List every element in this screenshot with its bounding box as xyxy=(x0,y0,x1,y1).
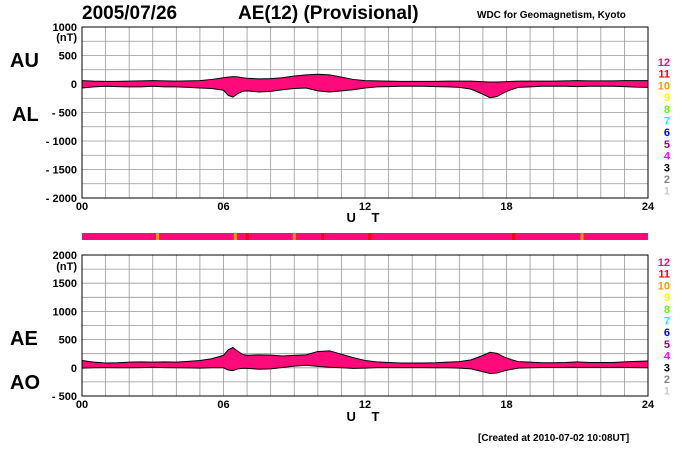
quality-bar-mark xyxy=(512,233,516,240)
level-legend-label: 10 xyxy=(658,80,670,92)
quality-bar-mark xyxy=(245,233,249,240)
x-axis-label: U T xyxy=(347,210,386,225)
level-legend-label: 1 xyxy=(664,386,670,398)
level-legend-label: 10 xyxy=(658,280,670,292)
level-legend-label: 1 xyxy=(664,186,670,198)
x-tick-label: 00 xyxy=(76,201,88,213)
x-axis-label: U T xyxy=(347,409,386,424)
level-legend-label: 6 xyxy=(664,127,670,139)
series-line-ae xyxy=(81,346,649,364)
quality-bar-mark xyxy=(321,233,325,240)
level-legend-label: 9 xyxy=(664,92,670,104)
plot-frame xyxy=(81,254,649,397)
level-legend-label: 12 xyxy=(658,57,670,69)
x-tick-label: 24 xyxy=(642,201,655,213)
quality-bar-mark xyxy=(292,233,296,240)
level-legend-label: 7 xyxy=(664,316,670,328)
source-label: WDC for Geomagnetism, Kyoto xyxy=(477,10,626,21)
y-tick-label: - 500 xyxy=(52,391,77,403)
date-title: 2005/07/26 xyxy=(82,3,178,24)
x-tick-label: 18 xyxy=(500,201,512,213)
plot-frame xyxy=(81,26,649,199)
level-legend-label: 2 xyxy=(664,174,670,186)
y-tick-label: 1000 xyxy=(53,306,77,318)
level-legend-label: 11 xyxy=(658,269,670,281)
side-label-al: AL xyxy=(12,104,39,126)
x-tick-label: 24 xyxy=(642,399,655,411)
series-line-ao xyxy=(81,364,649,374)
side-label-ao: AO xyxy=(10,372,40,394)
y-tick-label: - 2000 xyxy=(46,193,77,205)
y-tick-label: 500 xyxy=(59,51,77,63)
data-quality-bar xyxy=(82,233,648,240)
quality-bar-base xyxy=(82,233,648,240)
y-tick-label: 1000 xyxy=(53,22,77,34)
level-legend-label: 8 xyxy=(664,304,670,316)
level-legend-label: 9 xyxy=(664,292,670,304)
level-legend-label: 5 xyxy=(664,139,670,151)
level-legend-label: 3 xyxy=(664,362,670,374)
level-legend-label: 6 xyxy=(664,327,670,339)
level-legend-label: 2 xyxy=(664,374,670,386)
level-legend-label: 8 xyxy=(664,104,670,116)
area-fill xyxy=(82,74,648,98)
y-tick-label: - 1000 xyxy=(46,136,77,148)
side-label-ae: AE xyxy=(10,328,38,350)
x-tick-label: 06 xyxy=(217,399,229,411)
y-tick-label: 1500 xyxy=(53,278,77,290)
series-line-au xyxy=(81,73,648,83)
x-tick-label: 12 xyxy=(359,201,371,213)
x-tick-label: 18 xyxy=(500,399,512,411)
y-axis-unit: (nT) xyxy=(56,261,77,273)
quality-bar-mark xyxy=(368,233,372,240)
chart-title: AE(12) (Provisional) xyxy=(238,3,419,24)
x-tick-label: 12 xyxy=(359,399,371,411)
y-tick-label: 0 xyxy=(71,363,77,375)
level-legend-label: 4 xyxy=(664,351,671,363)
x-tick-label: 06 xyxy=(217,201,229,213)
y-tick-label: 500 xyxy=(59,335,77,347)
level-legend-label: 5 xyxy=(664,339,670,351)
level-legend-label: 3 xyxy=(664,162,670,174)
level-legend-label: 4 xyxy=(664,151,671,163)
created-timestamp: [Created at 2010-07-02 10:08UT] xyxy=(478,433,630,444)
quality-bar-mark xyxy=(580,233,584,240)
x-tick-label: 00 xyxy=(76,399,88,411)
level-legend-label: 12 xyxy=(658,257,670,269)
quality-bar-mark xyxy=(155,233,159,240)
quality-bar-mark xyxy=(233,233,237,240)
level-legend-label: 7 xyxy=(664,116,670,128)
y-axis-unit: (nT) xyxy=(56,32,77,44)
y-tick-label: - 1500 xyxy=(46,165,77,177)
level-legend-label: 11 xyxy=(658,69,670,81)
series-line-al xyxy=(81,85,649,99)
y-tick-label: - 500 xyxy=(52,108,77,120)
side-label-au: AU xyxy=(10,50,39,72)
y-tick-label: 2000 xyxy=(53,250,77,262)
y-tick-label: 0 xyxy=(71,79,77,91)
